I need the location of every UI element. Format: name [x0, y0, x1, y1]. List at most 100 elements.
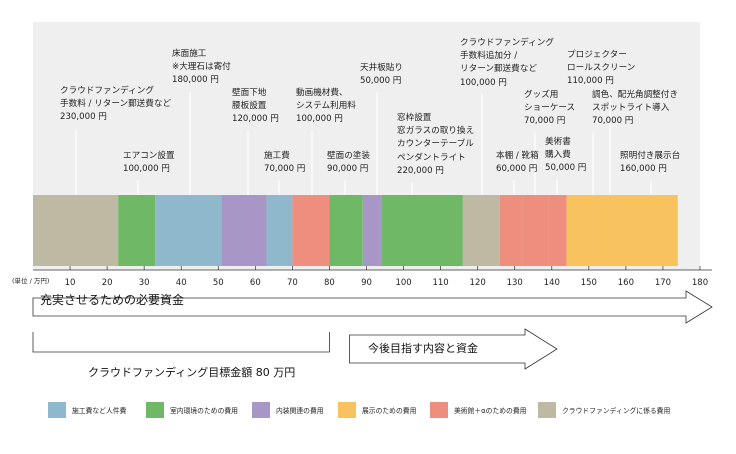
annotation-line: 調色、配光角調整付き — [592, 90, 678, 100]
axis-tick-label: 30 — [139, 278, 150, 288]
legend: 施工費など人件費 室内環境のための費用 内装関連の費用 展示のための費用 美術館＋αのた… — [48, 402, 728, 424]
segment-annotation: 美術書 購入費 50,000 円 — [545, 136, 586, 176]
segment-bar — [292, 195, 330, 266]
annotation-line: 230,000 円 — [60, 112, 107, 123]
annotation-line: 壁面下地 — [232, 88, 267, 98]
goal-label: クラウドファンディング目標金額 80 万円 — [88, 366, 296, 379]
segment-bar — [522, 195, 549, 266]
legend-label: クラウドファンディングに係る費用 — [562, 407, 671, 415]
annotation-line: 窓枠設置 — [397, 113, 432, 123]
annotation-line: 120,000 円 — [232, 114, 279, 125]
axis-tick-label: 110 — [432, 278, 448, 288]
annotation-line: 窓ガラスの取り換え — [397, 126, 475, 137]
annotation-line: 220,000 円 — [397, 165, 444, 176]
segment-annotation: クラウドファンディング 手数料追加分 / リターン郵送費など 100,000 円 — [460, 37, 554, 90]
annotation-line: 壁面の塗装 — [327, 151, 370, 161]
x-axis: (単位 / 万円) 10 20 30 40 50 60 70 80 90 100 110 120 130… — [12, 266, 712, 288]
axis-tick-label: 180 — [692, 278, 708, 288]
segment-bar — [592, 195, 619, 266]
segment-annotation: 照明付き展示台 160,000 円 — [620, 150, 680, 176]
segment-bar — [329, 195, 363, 266]
segment-bar — [362, 195, 382, 266]
goal-bracket — [32, 332, 330, 353]
legend-label: 美術館＋αのための費用 — [454, 407, 527, 415]
segment-bar — [33, 195, 119, 266]
legend-item: 内装関連の費用 — [252, 402, 324, 418]
segment-bar — [548, 195, 567, 266]
annotation-line: ショーケース — [524, 103, 576, 114]
segment-bar — [266, 195, 293, 266]
segment-bar — [155, 195, 222, 266]
segment-bar — [118, 195, 156, 266]
legend-swatch — [252, 402, 270, 418]
segment-annotation: 動画機材費、 システム利用料 100,000 円 — [296, 87, 356, 127]
annotation-line: 60,000 円 — [496, 164, 538, 175]
legend-item: 室内環境のための費用 — [146, 402, 238, 418]
segment-annotation: クラウドファンディング手数料 / リターン郵送費など 230,000 円 — [60, 85, 171, 125]
annotation-line: スポットライト導入 — [592, 103, 670, 114]
segment-annotation: 施工費 70,000 円 — [264, 150, 305, 176]
axis-tick-label: 50 — [213, 278, 224, 288]
segment-annotation: 壁面下地腰板設置 120,000 円 — [232, 87, 279, 127]
annotation-line: グッズ用 — [524, 90, 559, 100]
annotation-line: 動画機材費、 — [296, 88, 348, 98]
annotation-line: ペンダントライト — [397, 152, 466, 163]
segment-annotation: グッズ用ショーケース 70,000 円 — [524, 89, 575, 129]
annotation-line: クラウドファンディング — [60, 86, 154, 96]
legend-swatch — [430, 402, 448, 418]
annotation-line: ロールスクリーン — [567, 63, 636, 74]
legend-item: 展示のための費用 — [338, 402, 416, 418]
legend-label: 施工費など人件費 — [72, 407, 127, 415]
legend-swatch — [338, 402, 356, 418]
legend-label: 室内環境のための費用 — [170, 407, 238, 415]
annotation-line: プロジェクター — [567, 50, 627, 60]
axis-tick-label: 80 — [324, 278, 335, 288]
annotation-line: クラウドファンディング — [460, 38, 554, 48]
segment-bars — [33, 195, 678, 266]
segment-annotation: 窓枠設置窓ガラスの取り換え カウンターテーブル ペンダントライト 220,000 円 — [397, 112, 474, 178]
annotation-line: 70,000 円 — [524, 116, 566, 127]
axis-tick-label: 160 — [618, 278, 634, 288]
annotation-line: カウンターテーブル — [397, 139, 474, 150]
main-funding-arrow — [32, 290, 713, 324]
annotation-line: ※大理石は寄付 — [172, 62, 231, 73]
segment-bar — [221, 195, 267, 266]
annotation-line: エアコン設置 — [123, 151, 175, 161]
annotation-line: 90,000 円 — [327, 164, 369, 175]
annotation-line: 100,000 円 — [123, 164, 170, 175]
annotation-line: 天井板貼り — [360, 63, 403, 73]
segment-annotation: 本棚 / 靴箱 60,000 円 — [496, 150, 539, 176]
legend-swatch — [538, 402, 556, 418]
axis-tick-label: 40 — [176, 278, 187, 288]
annotation-line: システム利用料 — [296, 101, 356, 112]
axis-tick-label: 70 — [287, 278, 298, 288]
annotation-line: 購入費 — [545, 150, 571, 161]
axis-tick-label: 10 — [65, 278, 76, 288]
legend-swatch — [146, 402, 164, 418]
legend-item: クラウドファンディングに係る費用 — [538, 402, 670, 418]
axis-tick-label: 100 — [395, 278, 411, 288]
axis-tick-label: 130 — [507, 278, 523, 288]
future-arrow-label: 今後目指す内容と資金 — [368, 342, 478, 355]
axis-unit-label: (単位 / 万円) — [12, 276, 49, 285]
annotation-line: リターン郵送費など — [460, 64, 537, 75]
annotation-line: 50,000 円 — [545, 163, 587, 174]
axis-tick-label: 140 — [544, 278, 560, 288]
axis-tick-label: 120 — [470, 278, 486, 288]
annotation-line: 施工費 — [264, 151, 290, 161]
legend-label: 展示のための費用 — [362, 407, 417, 415]
axis-tick-label: 150 — [581, 278, 597, 288]
segment-bar — [618, 195, 678, 266]
annotation-line: 腰板設置 — [232, 101, 267, 112]
legend-label: 内装関連の費用 — [276, 407, 324, 415]
segment-annotation: エアコン設置 100,000 円 — [123, 150, 175, 176]
segment-annotation: プロジェクター ロールスクリーン 110,000 円 — [567, 49, 635, 89]
annotation-line: 100,000 円 — [460, 77, 507, 88]
axis-tick-label: 170 — [655, 278, 671, 288]
annotation-line: 手数料 / リターン郵送費など — [60, 99, 172, 110]
annotation-line: 50,000 円 — [360, 76, 402, 87]
annotation-line: 70,000 円 — [264, 164, 306, 175]
axis-tick-label: 20 — [102, 278, 113, 288]
segment-bar — [462, 195, 500, 266]
